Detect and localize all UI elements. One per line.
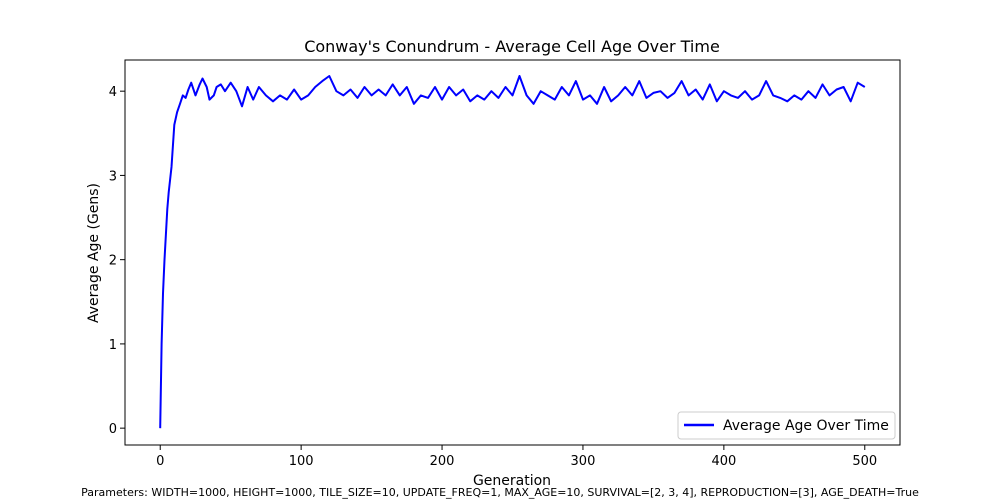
series-line-0	[159, 75, 866, 429]
y-axis-label: Average Age (Gens)	[86, 183, 102, 323]
parameters-caption: Parameters: WIDTH=1000, HEIGHT=1000, TIL…	[81, 486, 919, 499]
axes-frame	[124, 59, 901, 446]
x-axis-label: Generation	[473, 473, 551, 489]
legend-box	[677, 411, 896, 440]
chart-title: Conway's Conundrum - Average Cell Age Ov…	[304, 37, 720, 56]
y-tick-label: 0	[109, 422, 117, 437]
y-tick-label: 2	[109, 254, 117, 269]
y-tick-label: 1	[109, 338, 117, 353]
legend: Average Age Over Time	[677, 411, 896, 440]
x-ticks: 0 100 200 300 400 500	[156, 445, 877, 469]
plot-area: 0 100 200 300 400 500 0 1 2 3 4	[109, 59, 901, 469]
y-ticks: 0 1 2 3 4	[109, 85, 125, 437]
x-tick-label: 100	[289, 454, 314, 469]
y-tick-label: 3	[109, 169, 117, 184]
x-tick-label: 300	[571, 454, 596, 469]
x-tick-label: 400	[711, 454, 736, 469]
series-lines	[159, 75, 866, 429]
y-tick-label: 4	[109, 85, 117, 100]
legend-label: Average Age Over Time	[723, 418, 889, 434]
x-tick-label: 0	[156, 454, 164, 469]
x-tick-label: 500	[852, 454, 877, 469]
x-tick-label: 200	[430, 454, 455, 469]
